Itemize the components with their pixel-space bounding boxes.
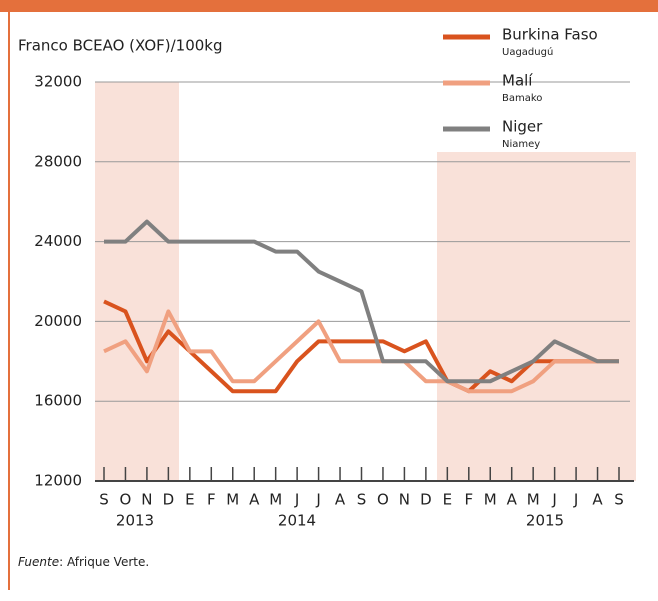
y-tick-label: 28000 [34, 152, 82, 170]
x-tick-label: J [315, 491, 320, 509]
y-tick-label: 12000 [34, 472, 82, 490]
year-label: 2013 [116, 512, 154, 530]
x-tick-label: D [163, 491, 175, 509]
x-tick-label: J [573, 491, 578, 509]
x-tick-label: N [399, 491, 410, 509]
series-line [103, 309, 619, 394]
x-tick-label: O [120, 491, 132, 509]
x-tick-label: D [420, 491, 432, 509]
x-tick-label: S [357, 491, 367, 509]
x-tick-label: A [592, 491, 603, 509]
series-line [104, 219, 619, 384]
y-tick-label: 32000 [34, 73, 82, 91]
x-tick-label: F [207, 491, 216, 509]
x-tick-label: O [377, 491, 389, 509]
top-bar [0, 0, 658, 12]
year-label: 2015 [526, 512, 564, 530]
y-axis-label: Franco BCEAO (XOF)/100kg [18, 37, 223, 55]
source-text: : Afrique Verte. [59, 555, 149, 569]
source-label: Fuente [18, 555, 59, 569]
x-tick-label: S [99, 491, 109, 509]
y-tick-label: 20000 [34, 312, 82, 330]
highlight-2013 [95, 82, 179, 481]
x-tick-label: M [226, 491, 239, 509]
x-tick-label: J [551, 491, 556, 509]
legend-name: Niger [502, 118, 543, 136]
y-tick-label: 16000 [34, 392, 82, 410]
legend-city: Uagadugú [502, 46, 553, 58]
legend-name: Burkina Faso [502, 26, 598, 44]
x-tick-label: A [249, 491, 260, 509]
legend-name: Malí [502, 72, 533, 90]
x-tick-label: M [527, 491, 540, 509]
x-tick-label: A [335, 491, 346, 509]
source: Fuente: Afrique Verte. [18, 555, 149, 569]
x-tick-label: M [269, 491, 282, 509]
x-tick-label: M [484, 491, 497, 509]
x-tick-label: S [614, 491, 624, 509]
left-border [8, 12, 10, 590]
legend-city: Bamako [502, 93, 542, 104]
x-tick-label: A [507, 491, 518, 509]
legend-city: Niamey [502, 139, 540, 150]
highlight-2015 [437, 152, 636, 481]
x-tick-label: E [185, 491, 194, 509]
year-label: 2014 [278, 512, 316, 530]
x-tick-label: N [141, 491, 152, 509]
y-tick-label: 24000 [34, 232, 82, 250]
x-tick-label: J [294, 491, 299, 509]
x-tick-label: F [464, 491, 473, 509]
x-tick-label: E [443, 491, 452, 509]
